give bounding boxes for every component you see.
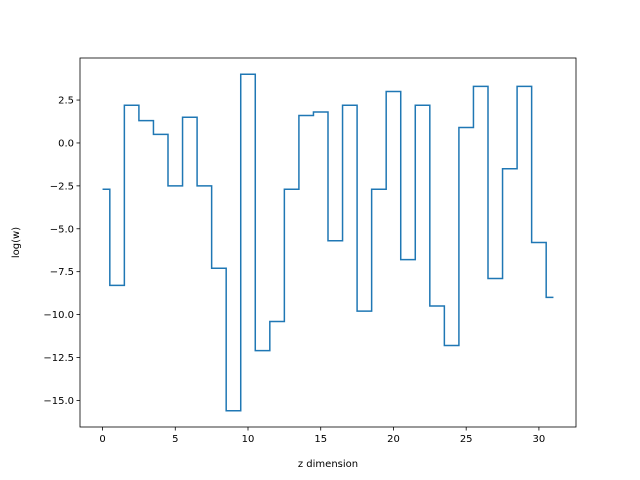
series-line: [102, 73, 554, 412]
x-tick-label: 30: [533, 434, 546, 445]
y-tick-label: 0.0: [58, 138, 74, 149]
x-axis-label: z dimension: [298, 459, 358, 470]
x-tick-label: 20: [387, 434, 400, 445]
x-axis-ticks: 0 5 10 15 20 25 30: [99, 427, 545, 445]
y-tick-label: −10.0: [43, 310, 74, 321]
plot-frame: [79, 57, 577, 428]
y-axis-ticks: −15.0 −12.5 −10.0 −7.5 −5.0 −2.5 0.0 2.5: [43, 96, 80, 407]
x-tick-label: 5: [172, 434, 178, 445]
x-tick-label: 15: [314, 434, 327, 445]
y-tick-label: 2.5: [58, 96, 74, 107]
y-tick-label: −15.0: [43, 396, 74, 407]
y-axis-label: log(w): [11, 227, 22, 258]
y-tick-label: −7.5: [50, 267, 74, 278]
x-tick-label: 10: [242, 434, 255, 445]
y-tick-label: −2.5: [50, 181, 74, 192]
x-tick-label: 25: [460, 434, 473, 445]
y-tick-label: −12.5: [43, 353, 74, 364]
x-tick-label: 0: [99, 434, 105, 445]
y-tick-label: −5.0: [50, 224, 74, 235]
